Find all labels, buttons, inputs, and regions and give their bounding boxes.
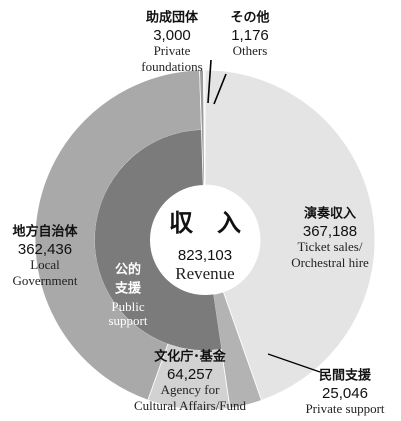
center-value: 823,103 [178, 247, 232, 264]
value-label: 1,176 [231, 27, 269, 44]
group-label-ja: 公的 [115, 262, 141, 278]
label-en: Agency for [161, 382, 221, 397]
label-ja: その他 [230, 10, 269, 26]
group-label-en: Public [111, 299, 144, 314]
group-label-en: support [109, 313, 148, 328]
value-label: 25,046 [322, 385, 368, 402]
rings [34, 69, 376, 411]
label-ja: 演奏収入 [304, 206, 356, 222]
label-en: Orchestral hire [291, 255, 369, 270]
label-en: Others [233, 43, 268, 58]
value-label: 3,000 [153, 27, 191, 44]
leader-line [213, 73, 227, 105]
value-label: 367,188 [303, 223, 357, 240]
leader-line [267, 353, 321, 373]
label-ja: 文化庁･基金 [154, 349, 227, 365]
label-en: Government [13, 273, 78, 288]
value-label: 64,257 [167, 366, 213, 383]
value-label: 362,436 [18, 241, 72, 258]
label-ja: 助成団体 [146, 10, 199, 26]
leader-line [207, 59, 212, 104]
label-en: Private support [305, 401, 384, 416]
center-title: 収 入 [169, 209, 241, 237]
label-ja: 民間支援 [319, 368, 372, 384]
label-en: Local [30, 257, 60, 272]
group-label-ja: 支援 [114, 281, 142, 297]
label-en: foundations [141, 59, 202, 74]
center-hole [150, 185, 260, 295]
label-en: Ticket sales/ [298, 239, 363, 254]
label-en: Private [154, 43, 191, 58]
label-en: Cultural Affairs/Fund [134, 398, 247, 413]
label-ja: 地方自治体 [12, 224, 78, 240]
center-label: Revenue [175, 264, 234, 283]
